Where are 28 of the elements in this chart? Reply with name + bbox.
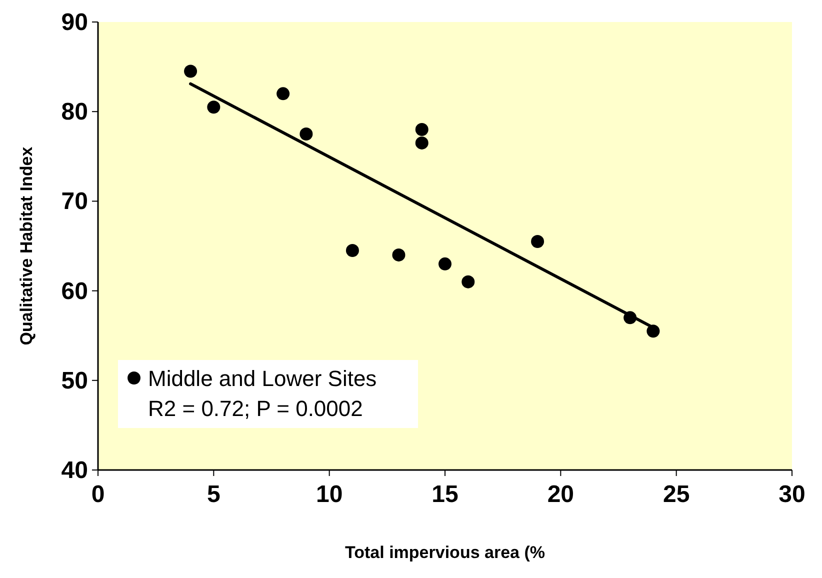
y-tick-label: 50	[61, 367, 88, 394]
x-tick-label: 30	[778, 481, 806, 508]
y-tick-label: 70	[61, 188, 88, 216]
point	[462, 275, 475, 288]
x-tick-label: 20	[547, 481, 574, 508]
x-axis-title: Total impervious area (%	[345, 543, 545, 562]
point	[415, 136, 428, 150]
y-tick-label: 40	[61, 457, 88, 484]
annotation: R2 = 0.72; P = 0.0002	[148, 396, 363, 421]
point	[392, 248, 406, 262]
y-tick-label: 80	[61, 98, 88, 126]
point	[184, 64, 198, 78]
x-tick-label: 10	[316, 481, 343, 508]
legend-label: Middle and Lower Sites	[148, 366, 377, 391]
point	[346, 244, 359, 257]
x-tick-label: 15	[432, 481, 458, 508]
point	[415, 123, 428, 136]
y-tick-label: 90	[61, 9, 88, 36]
y-axis-title: Qualitative Habitat Index	[17, 146, 36, 346]
y-tick-label: 60	[61, 278, 88, 305]
point	[438, 257, 452, 270]
point	[300, 128, 313, 140]
x-tick-label: 5	[206, 481, 220, 508]
point	[276, 87, 290, 100]
point	[207, 100, 220, 114]
point	[531, 235, 544, 248]
x-tick-label: 0	[91, 481, 105, 508]
x-tick-label: 25	[662, 481, 690, 508]
